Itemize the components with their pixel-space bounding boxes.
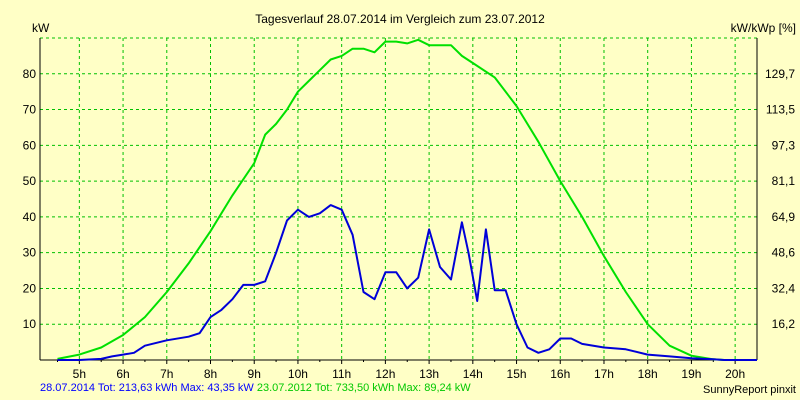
series-line-2012 xyxy=(57,38,757,361)
right-axis-unit: kW/kWp [%] xyxy=(731,21,796,35)
y-right-tick-label: 129,7 xyxy=(765,67,795,81)
left-axis-unit: kW xyxy=(32,21,50,35)
series-lines xyxy=(57,38,757,361)
legend-series-2014: 28.07.2014 Tot: 213,63 kWh Max: 43,35 kW xyxy=(40,382,254,394)
x-tick-label: 20h xyxy=(725,367,745,381)
grid xyxy=(40,37,757,364)
plot-area xyxy=(40,38,757,360)
y-left-tick-label: 10 xyxy=(23,317,37,331)
y-left-tick-label: 40 xyxy=(23,210,37,224)
x-tick-label: 18h xyxy=(638,367,658,381)
y-right-tick-label: 48,6 xyxy=(772,246,796,260)
y-right-tick-label: 81,1 xyxy=(772,174,796,188)
y-right-tick-label: 32,4 xyxy=(772,281,796,295)
y-left-tick-label: 50 xyxy=(23,174,37,188)
y-left-tick-label: 30 xyxy=(23,246,37,260)
credit-text: SunnyReport pinxit xyxy=(703,384,796,396)
chart-title: Tagesverlauf 28.07.2014 im Vergleich zum… xyxy=(255,12,545,26)
footer-legend: 28.07.2014 Tot: 213,63 kWh Max: 43,35 kW… xyxy=(40,382,471,394)
x-tick-label: 11h xyxy=(332,367,351,381)
x-tick-label: 5h xyxy=(73,367,86,381)
x-tick-label: 7h xyxy=(160,367,173,381)
axes xyxy=(39,38,758,361)
x-tick-label: 17h xyxy=(594,367,614,381)
x-tick-label: 12h xyxy=(375,367,395,381)
x-tick-label: 8h xyxy=(204,367,217,381)
y-right-tick-label: 97,3 xyxy=(772,138,796,152)
x-tick-label: 16h xyxy=(550,367,570,381)
x-tick-label: 13h xyxy=(419,367,439,381)
x-tick-label: 19h xyxy=(681,367,701,381)
legend-series-2012: 23.07.2012 Tot: 733,50 kWh Max: 89,24 kW xyxy=(256,382,471,394)
y-right-tick-label: 113,5 xyxy=(766,103,795,117)
y-right-tick-label: 16,2 xyxy=(772,317,796,331)
y-left-tick-label: 20 xyxy=(23,281,37,295)
x-tick-label: 15h xyxy=(507,367,527,381)
x-tick-label: 9h xyxy=(248,367,261,381)
y-left-tick-label: 70 xyxy=(23,103,37,117)
y-left-tick-label: 60 xyxy=(23,138,37,152)
y-left-tick-label: 80 xyxy=(23,67,37,81)
x-tick-label: 6h xyxy=(116,367,129,381)
x-tick-label: 10h xyxy=(288,367,308,381)
tick-labels: 5h 6h 7h 8h 9h 10h 11h 12h 13h 14h 15h 16h 17h 18h 19h… xyxy=(23,67,796,381)
x-tick-label: 14h xyxy=(463,367,483,381)
series-line-2014 xyxy=(57,204,757,361)
y-right-tick-label: 64,9 xyxy=(772,210,796,224)
